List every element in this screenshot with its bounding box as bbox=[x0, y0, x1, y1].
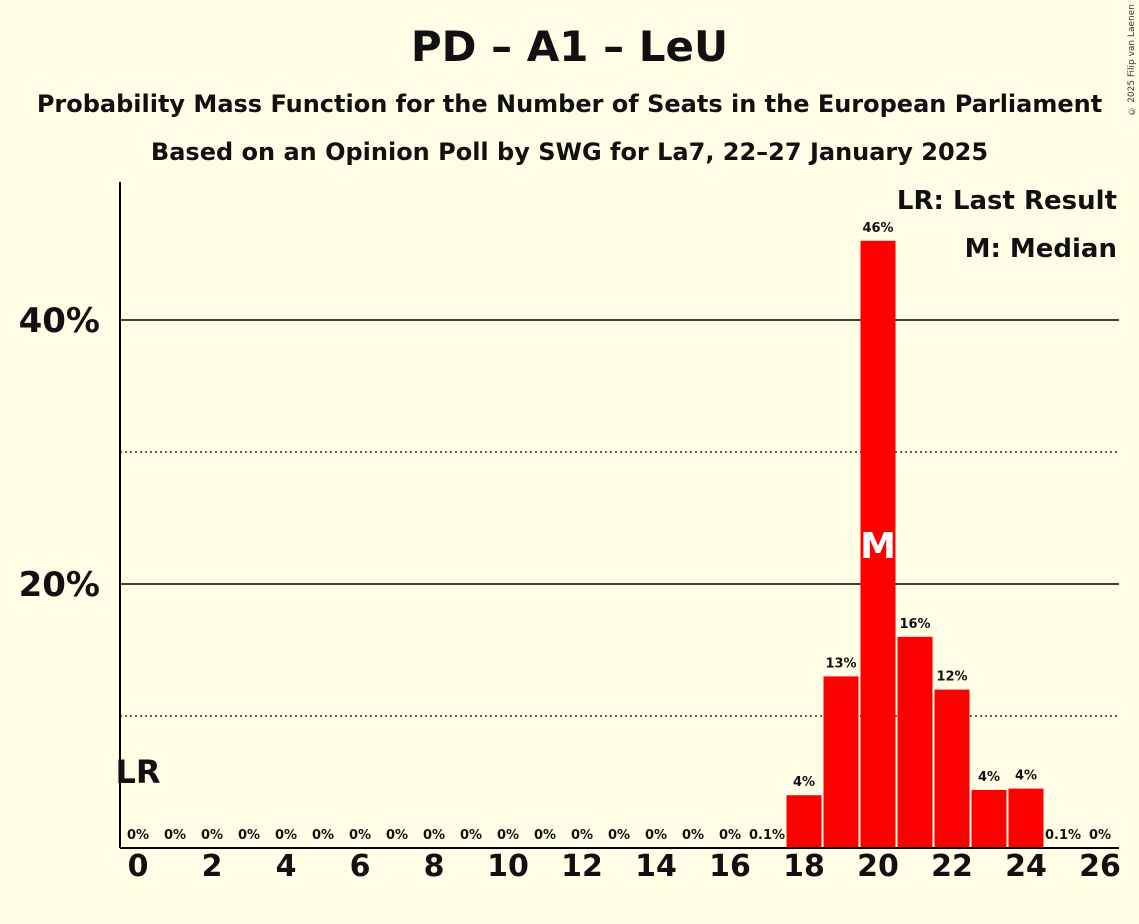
data-label: 0% bbox=[423, 828, 445, 843]
bar bbox=[786, 795, 822, 848]
x-tick-label: 20 bbox=[857, 849, 899, 884]
bars bbox=[786, 240, 1044, 849]
data-label: 16% bbox=[899, 617, 930, 632]
data-label: 0.1% bbox=[1045, 828, 1081, 843]
data-label: 0% bbox=[238, 828, 260, 843]
data-label: 0% bbox=[349, 828, 371, 843]
data-label: 0% bbox=[645, 828, 667, 843]
data-label: 0% bbox=[497, 828, 519, 843]
x-tick-label: 26 bbox=[1079, 849, 1121, 884]
bar bbox=[934, 689, 970, 848]
data-label: 0% bbox=[164, 828, 186, 843]
x-tick-label: 10 bbox=[487, 849, 529, 884]
x-tick-label: 12 bbox=[561, 849, 603, 884]
chart-subtitle: Probability Mass Function for the Number… bbox=[36, 90, 1103, 118]
markers: LR M bbox=[115, 526, 895, 791]
x-tick-label: 14 bbox=[635, 849, 677, 884]
data-label: 0% bbox=[719, 828, 741, 843]
data-label: 0.1% bbox=[749, 828, 785, 843]
data-label: 0% bbox=[201, 828, 223, 843]
x-tick-labels: 0 2 4 6 8 10 12 14 16 18 20 22 24 26 bbox=[128, 849, 1121, 884]
x-tick-label: 4 bbox=[276, 849, 297, 884]
y-tick-label: 20% bbox=[19, 565, 100, 605]
data-label: 0% bbox=[571, 828, 593, 843]
data-label: 0% bbox=[127, 828, 149, 843]
bar bbox=[971, 789, 1007, 848]
x-tick-label: 18 bbox=[783, 849, 825, 884]
x-tick-label: 0 bbox=[128, 849, 149, 884]
data-label: 4% bbox=[1015, 769, 1037, 784]
bar bbox=[860, 240, 896, 849]
y-tick-labels: 20% 40% bbox=[19, 301, 100, 605]
y-tick-label: 40% bbox=[19, 301, 100, 341]
legend-last-result: LR: Last Result bbox=[897, 186, 1117, 216]
data-label: 0% bbox=[1089, 828, 1111, 843]
data-label: 4% bbox=[978, 770, 1000, 785]
data-label: 0% bbox=[534, 828, 556, 843]
bar bbox=[897, 636, 933, 848]
data-label: 13% bbox=[825, 656, 856, 671]
data-label: 4% bbox=[793, 775, 815, 790]
data-label: 0% bbox=[275, 828, 297, 843]
bar bbox=[1008, 788, 1044, 848]
bar bbox=[823, 676, 859, 848]
chart-subtitle-source: Based on an Opinion Poll by SWG for La7,… bbox=[150, 138, 989, 166]
data-label: 0% bbox=[386, 828, 408, 843]
axes bbox=[119, 182, 1119, 849]
data-label: 12% bbox=[936, 670, 967, 685]
data-labels: 0% 0% 0% 0% 0% 0% 0% 0% 0% 0% 0% 0% 0% 0% 0% 0% 0% 0.1% 4%… bbox=[127, 221, 1111, 843]
data-label: 46% bbox=[862, 221, 893, 236]
x-tick-label: 6 bbox=[350, 849, 371, 884]
x-tick-label: 8 bbox=[424, 849, 445, 884]
x-tick-label: 22 bbox=[931, 849, 973, 884]
median-marker: M bbox=[860, 526, 896, 567]
data-label: 0% bbox=[608, 828, 630, 843]
x-tick-label: 2 bbox=[202, 849, 223, 884]
data-label: 0% bbox=[682, 828, 704, 843]
data-label: 0% bbox=[312, 828, 334, 843]
legend-median: M: Median bbox=[965, 234, 1117, 264]
chart-title: PD – A1 – LeU bbox=[410, 22, 729, 71]
data-label: 0% bbox=[460, 828, 482, 843]
last-result-marker: LR bbox=[115, 753, 160, 791]
x-tick-label: 24 bbox=[1005, 849, 1047, 884]
x-tick-label: 16 bbox=[709, 849, 751, 884]
gridlines bbox=[120, 319, 1119, 717]
